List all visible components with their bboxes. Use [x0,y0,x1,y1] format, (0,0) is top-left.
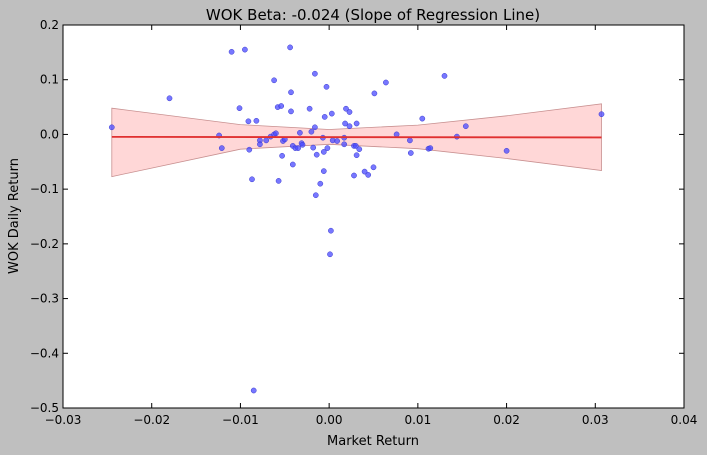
data-point [297,129,303,136]
data-point [353,120,360,127]
data-point [441,73,448,79]
data-point [279,152,285,159]
data-point [346,123,353,130]
y-tick-label: 0.0 [40,127,59,141]
data-point [275,178,282,184]
x-tick-label: 0.01 [404,413,431,427]
data-point [393,131,400,138]
data-point [288,89,294,96]
data-point [343,105,349,112]
data-point [312,70,318,77]
data-point [218,145,225,151]
data-point [370,164,377,171]
data-point [427,145,434,151]
data-point [278,103,285,109]
data-point [323,83,330,90]
data-point [236,105,243,112]
data-point [598,111,605,118]
plot-frame [62,24,685,409]
data-point [346,109,353,115]
x-tick-label: 0.03 [582,413,609,427]
data-point [361,168,368,175]
data-point [271,77,277,84]
x-axis-ticks: −0.03 −0.02 −0.01 0.00 0.01 0.02 0.03 0.04 [45,25,698,427]
data-point [407,137,413,144]
data-point [108,124,115,131]
data-point [295,145,301,151]
data-point [257,141,263,148]
data-point [334,138,340,144]
x-tick-label: −0.03 [45,413,82,427]
data-point [250,387,257,394]
data-point [503,147,510,154]
data-point [228,48,235,55]
data-point [351,172,357,179]
data-point [312,192,319,199]
x-tick-label: −0.01 [222,413,259,427]
y-tick-label: −0.5 [30,401,59,415]
data-point [321,114,328,120]
data-point [383,79,389,86]
x-tick-label: 0.00 [316,413,343,427]
data-point [342,120,348,127]
data-point [407,150,414,156]
chart-title: WOK Beta: -0.024 (Slope of Regression Li… [206,6,540,24]
data-point [287,44,293,51]
data-point [328,110,335,117]
data-point [245,118,252,125]
confidence-band [111,103,602,178]
y-tick-label: 0.1 [40,73,59,87]
data-point [263,137,270,144]
data-point [352,143,359,149]
data-point [312,124,318,131]
y-tick-label: −0.4 [30,346,59,360]
y-axis-ticks: 0.2 0.1 0.0 −0.1 −0.2 −0.3 −0.4 −0.5 [30,18,684,415]
data-point [419,115,426,122]
plot-area [63,25,684,408]
y-tick-label: −0.3 [30,292,59,306]
y-tick-label: −0.1 [30,182,59,196]
regression-line [111,135,602,139]
data-point [324,145,331,151]
data-point [341,141,348,148]
x-tick-label: 0.04 [671,413,698,427]
y-tick-label: −0.2 [30,237,59,251]
data-point [299,141,306,148]
data-point [166,95,173,102]
data-point [310,144,317,151]
data-point [328,227,334,234]
data-point [365,172,372,178]
regression-line-layer [111,135,602,139]
data-point [313,151,320,158]
data-point [288,108,294,115]
data-point [462,123,469,130]
data-point [273,130,279,137]
data-point [320,149,327,155]
data-point [353,152,360,159]
data-point [327,251,333,258]
data-point [308,128,315,135]
scatter-points-layer [108,44,605,394]
data-point [317,180,324,187]
data-point [246,146,253,153]
data-point [253,117,260,124]
data-point [306,105,313,112]
data-point [289,161,296,168]
y-axis-label: WOK Daily Return [7,158,22,274]
x-axis-label: Market Return [327,434,419,449]
confidence-band-layer [111,103,602,178]
data-point [371,90,378,97]
data-point [356,146,363,153]
data-point [249,176,255,183]
y-tick-label: 0.2 [40,18,59,32]
data-point [242,46,248,53]
x-tick-label: −0.02 [133,413,170,427]
x-tick-label: 0.02 [493,413,520,427]
data-point [320,168,327,174]
